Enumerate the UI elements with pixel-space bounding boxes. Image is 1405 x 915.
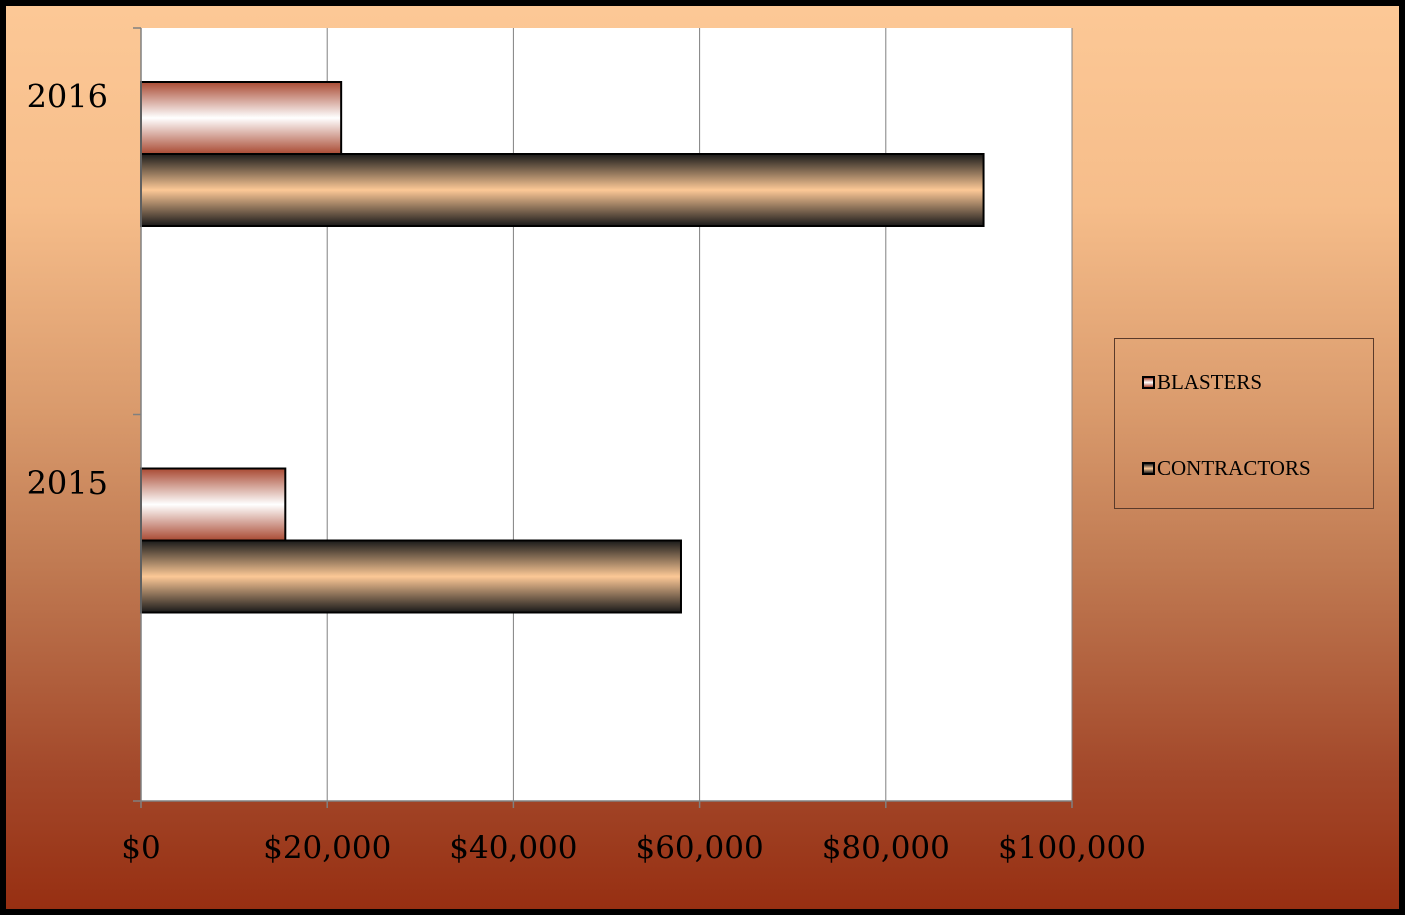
x-tick-label-3: $60,000 bbox=[635, 830, 763, 866]
legend-item-blasters: BLASTERS bbox=[1142, 370, 1262, 395]
y-category-label-2015: 2015 bbox=[27, 464, 108, 502]
legend-swatch-blasters bbox=[1142, 376, 1155, 389]
legend-item-contractors: CONTRACTORS bbox=[1142, 456, 1311, 481]
bar-blasters-2016 bbox=[140, 81, 343, 155]
legend-swatch-contractors bbox=[1142, 462, 1155, 475]
x-tick-label-2: $40,000 bbox=[449, 830, 577, 866]
bar-contractors-2016 bbox=[140, 153, 985, 227]
axes: $0 $20,000 $40,000 $60,000 $80,000 $100,000 20… bbox=[27, 27, 1146, 866]
y-category-label-2016: 2016 bbox=[27, 77, 108, 115]
x-tick-label-1: $20,000 bbox=[263, 830, 391, 866]
legend-label-blasters: BLASTERS bbox=[1157, 370, 1263, 394]
x-tick-label-4: $80,000 bbox=[822, 830, 950, 866]
bar-blasters-2015 bbox=[140, 467, 287, 542]
bar-contractors-2015 bbox=[140, 539, 682, 614]
x-tick-label-5: $100,000 bbox=[998, 830, 1146, 866]
legend: BLASTERS CONTRACTORS bbox=[1114, 338, 1374, 509]
legend-label-contractors: CONTRACTORS bbox=[1157, 456, 1311, 480]
x-tick-label-0: $0 bbox=[121, 830, 160, 866]
